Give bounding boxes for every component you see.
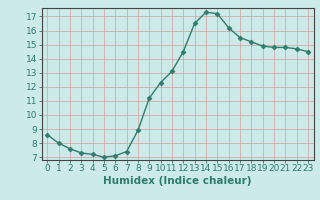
X-axis label: Humidex (Indice chaleur): Humidex (Indice chaleur)	[103, 176, 252, 186]
